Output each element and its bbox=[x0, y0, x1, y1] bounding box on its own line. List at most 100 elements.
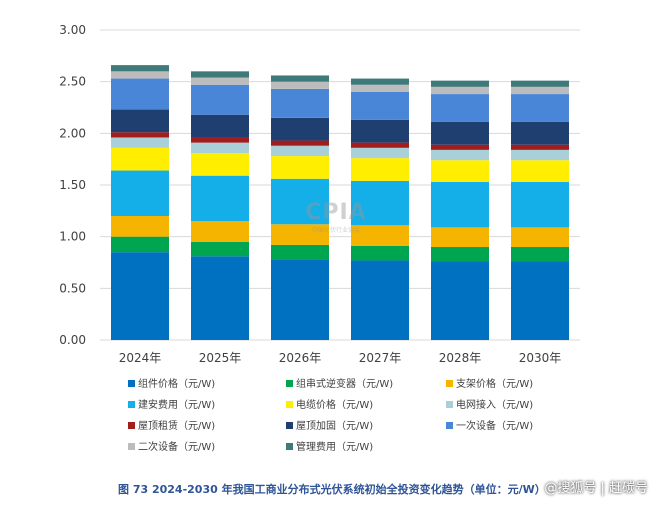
legend-swatch bbox=[128, 401, 135, 408]
y-tick-label: 3.00 bbox=[59, 23, 86, 37]
legend-swatch bbox=[286, 422, 293, 429]
bar-segment bbox=[111, 137, 169, 148]
legend-label: 电缆价格（元/W) bbox=[296, 398, 373, 411]
watermark-org-text: 中国光伏行业协会 bbox=[311, 227, 360, 234]
y-tick-label: 2.00 bbox=[59, 126, 86, 140]
y-tick-label: 2.50 bbox=[59, 75, 86, 89]
bar-segment bbox=[191, 71, 249, 78]
bar-segment bbox=[351, 147, 409, 159]
legend-swatch bbox=[286, 380, 293, 387]
x-tick-label: 2030年 bbox=[519, 351, 562, 365]
bar-segment bbox=[271, 244, 329, 260]
bar-segment bbox=[271, 88, 329, 118]
source-watermark: @搜狐号 | 赶碳号 bbox=[544, 481, 648, 496]
legend-label: 支架价格（元/W) bbox=[456, 377, 533, 390]
figure-caption: 图 73 2024-2030 年我国工商业分布式光伏系统初始全投资变化趋势（单位… bbox=[118, 483, 546, 496]
bar-segment bbox=[511, 160, 569, 182]
legend-label: 组件价格（元/W) bbox=[138, 377, 215, 390]
bar-segment bbox=[511, 144, 569, 150]
bar-segment bbox=[351, 245, 409, 261]
bar-segment bbox=[431, 121, 489, 145]
bar-segment bbox=[191, 152, 249, 176]
legend-label: 屋顶租赁（元/W) bbox=[138, 419, 215, 432]
bar-segment bbox=[431, 94, 489, 122]
bar-segment bbox=[431, 160, 489, 182]
bar-segment bbox=[351, 142, 409, 148]
bar-segment bbox=[511, 121, 569, 145]
x-tick-label: 2024年 bbox=[119, 351, 162, 365]
bar-segment bbox=[191, 142, 249, 153]
bar-segment bbox=[191, 241, 249, 257]
watermark-logo-text: CPIA bbox=[305, 200, 367, 225]
bar-segment bbox=[351, 260, 409, 340]
bar-segment bbox=[351, 92, 409, 120]
x-tick-label: 2025年 bbox=[199, 351, 242, 365]
bar-segment bbox=[111, 65, 169, 72]
legend-label: 电网接入（元/W) bbox=[456, 398, 533, 411]
bar-segment bbox=[351, 180, 409, 226]
bar-segment bbox=[271, 81, 329, 89]
bar-segment bbox=[351, 158, 409, 181]
bar-segment bbox=[431, 181, 489, 228]
bar-segment bbox=[111, 236, 169, 253]
bar-segment bbox=[511, 181, 569, 228]
bar-segment bbox=[351, 84, 409, 92]
cpia-watermark: CPIA 中国光伏行业协会 bbox=[296, 200, 376, 234]
bar-segment bbox=[111, 252, 169, 340]
bar-segment bbox=[191, 221, 249, 242]
y-tick-label: 1.50 bbox=[59, 178, 86, 192]
bar-segment bbox=[431, 86, 489, 95]
bar-segment bbox=[511, 227, 569, 247]
legend-swatch bbox=[286, 443, 293, 450]
bar-segment bbox=[431, 261, 489, 340]
bar-segment bbox=[111, 132, 169, 138]
x-tick-label: 2028年 bbox=[439, 351, 482, 365]
bar-segment bbox=[271, 259, 329, 340]
legend-label: 组串式逆变器（元/W) bbox=[296, 377, 393, 390]
bar-segment bbox=[111, 170, 169, 216]
bar-segment bbox=[191, 114, 249, 138]
bar-segment bbox=[271, 140, 329, 146]
bar-segment bbox=[431, 80, 489, 87]
legend-swatch bbox=[128, 380, 135, 387]
legend-swatch bbox=[286, 401, 293, 408]
bar-segment bbox=[431, 227, 489, 247]
bar-segment bbox=[511, 80, 569, 87]
bar-segment bbox=[271, 117, 329, 141]
bar-segment bbox=[191, 137, 249, 143]
legend-label: 建安费用（元/W) bbox=[138, 398, 215, 411]
legend-swatch bbox=[128, 422, 135, 429]
bar-segment bbox=[271, 75, 329, 82]
legend-swatch bbox=[446, 380, 453, 387]
bar-segment bbox=[511, 247, 569, 262]
bar-segment bbox=[271, 224, 329, 245]
bar-segment bbox=[191, 175, 249, 222]
legend-label: 管理费用（元/W) bbox=[296, 440, 373, 453]
x-tick-label: 2026年 bbox=[279, 351, 322, 365]
bar-segment bbox=[111, 109, 169, 133]
bar-segment bbox=[271, 145, 329, 157]
bar-segment bbox=[191, 256, 249, 340]
legend-label: 一次设备（元/W) bbox=[456, 419, 533, 432]
bar-segment bbox=[431, 144, 489, 150]
legend-swatch bbox=[446, 401, 453, 408]
bar-segment bbox=[511, 261, 569, 340]
bar-segment bbox=[351, 225, 409, 246]
bar-segment bbox=[271, 178, 329, 225]
bar-segment bbox=[111, 71, 169, 79]
bar-segment bbox=[111, 147, 169, 171]
bar-segment bbox=[511, 86, 569, 95]
legend-swatch bbox=[446, 422, 453, 429]
bar-segment bbox=[271, 156, 329, 179]
bar-segment bbox=[111, 216, 169, 237]
bar-segment bbox=[511, 94, 569, 122]
legend-label: 二次设备（元/W) bbox=[138, 440, 215, 453]
bar-segment bbox=[351, 119, 409, 143]
y-tick-label: 0.00 bbox=[59, 333, 86, 347]
y-tick-label: 1.00 bbox=[59, 230, 86, 244]
bar-segment bbox=[191, 77, 249, 85]
legend-label: 屋顶加固（元/W) bbox=[296, 420, 373, 432]
y-tick-label: 0.50 bbox=[59, 281, 86, 295]
